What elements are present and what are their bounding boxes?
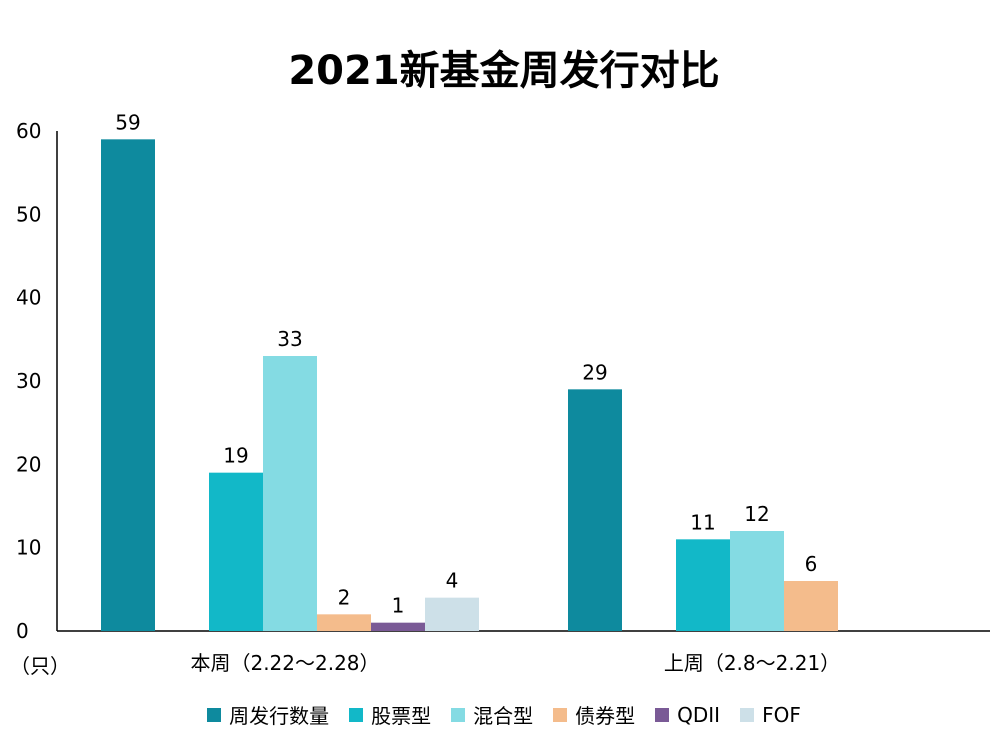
legend-label: QDII xyxy=(677,702,721,727)
data-label: 29 xyxy=(582,360,607,384)
y-tick-label: 30 xyxy=(16,369,41,393)
data-label: 2 xyxy=(338,585,351,609)
y-axis: 0 10 20 30 40 50 60 xyxy=(16,119,990,643)
data-label: 12 xyxy=(744,502,769,526)
y-tick-label: 0 xyxy=(16,619,29,643)
bar xyxy=(101,139,155,632)
bars xyxy=(101,139,838,632)
legend-swatch xyxy=(553,707,568,722)
category-label: 上周（2.8～2.21） xyxy=(664,651,840,675)
legend-label: FOF xyxy=(762,702,801,727)
bar xyxy=(730,531,784,631)
data-label: 11 xyxy=(690,510,715,534)
data-labels: 59 19 33 2 1 4 29 11 12 6 xyxy=(115,110,817,617)
y-tick-label: 10 xyxy=(16,536,41,560)
legend-label: 周发行数量 xyxy=(229,704,330,728)
bar-chart: 0 10 20 30 40 50 60 59 19 33 2 1 4 29 11 12 6 本周（2.22～2… xyxy=(16,110,990,675)
y-axis-unit-label: （只） xyxy=(10,654,70,678)
data-label: 1 xyxy=(392,594,405,618)
category-label: 本周（2.22～2.28） xyxy=(190,651,379,675)
data-label: 33 xyxy=(277,327,302,351)
chart-title: 2021新基金周发行对比 xyxy=(288,48,720,94)
y-tick-label: 60 xyxy=(16,119,41,143)
legend-swatch xyxy=(655,707,670,722)
data-label: 19 xyxy=(223,444,248,468)
legend-item: 混合型 xyxy=(451,700,533,729)
legend: 周发行数量 股票型 混合型 债券型 QDII FOF xyxy=(0,700,1008,729)
legend-swatch xyxy=(451,707,466,722)
legend-item: 周发行数量 xyxy=(207,700,329,729)
legend-item: 债券型 xyxy=(553,700,635,729)
bar xyxy=(784,581,838,631)
legend-label: 股票型 xyxy=(371,704,432,728)
data-label: 4 xyxy=(446,569,459,593)
data-label: 59 xyxy=(115,110,140,134)
data-label: 6 xyxy=(805,552,818,576)
legend-item: 股票型 xyxy=(349,700,431,729)
legend-swatch xyxy=(349,707,364,722)
bar xyxy=(568,389,622,631)
bar xyxy=(425,597,479,631)
legend-label: 债券型 xyxy=(575,704,636,728)
bar xyxy=(317,614,371,631)
category-labels: 本周（2.22～2.28） 上周（2.8～2.21） xyxy=(190,651,840,675)
legend-item: FOF xyxy=(740,703,801,727)
y-tick-label: 40 xyxy=(16,286,41,310)
legend-swatch xyxy=(207,707,222,722)
bar xyxy=(209,472,263,631)
bar xyxy=(263,356,317,631)
legend-label: 混合型 xyxy=(473,704,534,728)
legend-swatch xyxy=(740,707,755,722)
bar xyxy=(371,622,425,631)
bar xyxy=(676,539,730,631)
y-tick-label: 50 xyxy=(16,202,41,226)
y-tick-label: 20 xyxy=(16,452,41,476)
legend-item: QDII xyxy=(655,703,720,727)
